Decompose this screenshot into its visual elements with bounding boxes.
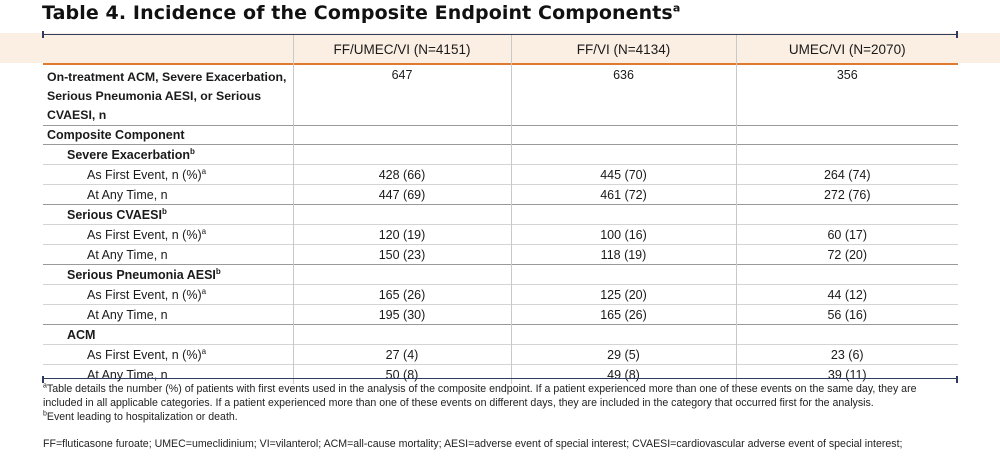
cell-value: 125 (20): [510, 284, 736, 305]
group-row: Serious CVAESIb: [43, 204, 958, 225]
bottom-left-tick: [42, 376, 44, 383]
header-row: FF/UMEC/VI (N=4151) FF/VI (N=4134) UMEC/…: [43, 35, 958, 63]
footnote-a-marker: a: [43, 382, 47, 390]
composite-endpoint-table: FF/UMEC/VI (N=4151) FF/VI (N=4134) UMEC/…: [43, 35, 958, 384]
cell-value: 60 (17): [735, 224, 958, 245]
overall-value: 636: [510, 63, 736, 126]
row-footnote-marker: a: [201, 166, 207, 176]
data-row: At Any Time, n 50 (8) 49 (8) 39 (11): [43, 364, 958, 384]
row-label-text: As First Event, n (%): [87, 347, 202, 362]
footnote-a: aTable details the number (%) of patient…: [43, 382, 958, 410]
group-footnote-marker: b: [190, 146, 195, 156]
row-label-text: As First Event, n (%): [87, 227, 202, 242]
header-umec-vi: UMEC/VI (N=2070): [735, 35, 958, 63]
footnote-a-text: Table details the number (%) of patients…: [43, 383, 917, 409]
group-name: Serious CVAESI: [67, 207, 162, 222]
row-label-text: At Any Time, n: [87, 187, 168, 202]
title-text: Table 4. Incidence of the Composite Endp…: [42, 2, 673, 24]
row-footnote-marker: a: [201, 346, 207, 356]
cell-value: 118 (19): [510, 244, 736, 265]
group-name: ACM: [67, 327, 96, 342]
overall-value: 356: [735, 63, 958, 126]
cell-value: 50 (8): [292, 364, 511, 384]
top-rule: [43, 34, 958, 35]
abbreviations: FF=fluticasone furoate; UMEC=umeclidiniu…: [43, 438, 903, 450]
table-title: Table 4. Incidence of the Composite Endp…: [42, 2, 680, 24]
cell-value: 195 (30): [292, 304, 511, 325]
data-row: As First Event, n (%)a 27 (4) 29 (5) 23 (6): [43, 344, 958, 365]
top-right-tick: [956, 31, 958, 38]
cell-value: 461 (72): [510, 184, 736, 205]
footnote-b-text: Event leading to hospitalization or deat…: [46, 411, 238, 423]
row-footnote-marker: a: [201, 286, 207, 296]
row-label: As First Event, n (%)a: [43, 224, 293, 245]
group-name: Serious Pneumonia AESI: [67, 267, 216, 282]
cell-value: 44 (12): [735, 284, 958, 305]
bottom-right-tick: [956, 376, 958, 383]
row-label-text: As First Event, n (%): [87, 167, 202, 182]
overall-row: On-treatment ACM, Severe Exacerbation, S…: [43, 63, 958, 126]
group-row: Serious Pneumonia AESIb: [43, 264, 958, 285]
header-blank: [43, 35, 293, 63]
cell-value: 100 (16): [510, 224, 736, 245]
cell-value: 120 (19): [292, 224, 511, 245]
cell-value: 56 (16): [735, 304, 958, 325]
row-label: At Any Time, n: [43, 364, 293, 384]
row-label-text: At Any Time, n: [87, 367, 168, 382]
row-label: As First Event, n (%)a: [43, 284, 293, 305]
header-ff-umec-vi: FF/UMEC/VI (N=4151): [292, 35, 511, 63]
group-row: Severe Exacerbationb: [43, 144, 958, 165]
row-label: As First Event, n (%)a: [43, 164, 293, 185]
cell-value: 39 (11): [735, 364, 958, 384]
footnote-b: bEvent leading to hospitalization or dea…: [43, 410, 958, 425]
data-row: At Any Time, n 447 (69) 461 (72) 272 (76): [43, 184, 958, 205]
bottom-rule: [43, 378, 958, 379]
row-label-text: At Any Time, n: [87, 307, 168, 322]
data-row: As First Event, n (%)a 120 (19) 100 (16) 60…: [43, 224, 958, 245]
overall-label: On-treatment ACM, Severe Exacerbation, S…: [47, 70, 287, 122]
cell-value: 27 (4): [292, 344, 511, 365]
group-name: Severe Exacerbation: [67, 147, 190, 162]
cell-value: 264 (74): [735, 164, 958, 185]
row-label-text: At Any Time, n: [87, 247, 168, 262]
top-left-tick: [42, 31, 44, 38]
row-label: At Any Time, n: [43, 304, 293, 325]
overall-value: 647: [292, 63, 511, 126]
group-label: Serious Pneumonia AESIb: [43, 264, 293, 285]
data-row: As First Event, n (%)a 428 (66) 445 (70) 26…: [43, 164, 958, 185]
row-label: As First Event, n (%)a: [43, 344, 293, 365]
footnote-b-marker: b: [43, 410, 47, 418]
data-row: At Any Time, n 195 (30) 165 (26) 56 (16): [43, 304, 958, 325]
cell-value: 72 (20): [735, 244, 958, 265]
cell-value: 272 (76): [735, 184, 958, 205]
cell-value: 165 (26): [292, 284, 511, 305]
data-row: As First Event, n (%)a 165 (26) 125 (20) 44…: [43, 284, 958, 305]
composite-component-label: Composite Component: [43, 125, 293, 145]
cell-value: 23 (6): [735, 344, 958, 365]
cell-value: 29 (5): [510, 344, 736, 365]
cell-value: 49 (8): [510, 364, 736, 384]
group-footnote-marker: b: [215, 266, 221, 276]
row-label: At Any Time, n: [43, 184, 293, 205]
row-label-text: As First Event, n (%): [87, 287, 202, 302]
cell-value: 165 (26): [510, 304, 736, 325]
row-footnote-marker: a: [201, 226, 207, 236]
data-row: At Any Time, n 150 (23) 118 (19) 72 (20): [43, 244, 958, 265]
group-label: ACM: [43, 324, 293, 345]
group-row: ACM: [43, 324, 958, 345]
group-footnote-marker: b: [161, 206, 167, 216]
cell-value: 445 (70): [510, 164, 736, 185]
header-ff-vi: FF/VI (N=4134): [510, 35, 736, 63]
row-label: At Any Time, n: [43, 244, 293, 265]
cell-value: 428 (66): [292, 164, 511, 185]
composite-component-row: Composite Component: [43, 125, 958, 145]
group-label: Serious CVAESIb: [43, 204, 293, 225]
cell-value: 447 (69): [292, 184, 511, 205]
group-label: Severe Exacerbationb: [43, 144, 293, 165]
title-footnote-marker: a: [672, 1, 681, 15]
cell-value: 150 (23): [292, 244, 511, 265]
